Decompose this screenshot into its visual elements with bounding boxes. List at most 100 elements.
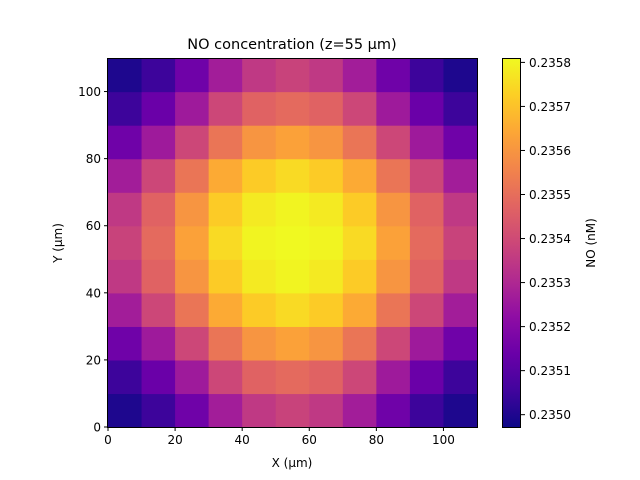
- heatmap-cell: [242, 326, 277, 361]
- heatmap-cell: [141, 58, 176, 93]
- heatmap-cell: [342, 192, 377, 227]
- heatmap-cell: [108, 326, 143, 361]
- heatmap-cell: [309, 125, 344, 160]
- heatmap-cell: [342, 158, 377, 193]
- colorbar-tick-label: 0.2354: [529, 232, 571, 246]
- heatmap-cell: [141, 225, 176, 260]
- heatmap-cell: [443, 292, 478, 327]
- heatmap-cell: [175, 192, 210, 227]
- heatmap-cell: [409, 91, 445, 126]
- y-axis-ticks: 0 20 40 60 80 100: [78, 85, 108, 435]
- y-axis-label: Y (µm): [51, 223, 65, 264]
- x-tick-label: 20: [167, 433, 182, 447]
- y-tick-label: 100: [78, 85, 101, 99]
- heatmap-cell: [309, 225, 344, 260]
- heatmap-cell: [175, 225, 210, 260]
- heatmap-cell: [376, 225, 411, 260]
- heatmap-cell: [175, 393, 210, 428]
- heatmap-cell: [309, 158, 344, 193]
- heatmap-cell: [443, 158, 478, 193]
- heatmap-cell: [141, 393, 176, 428]
- heatmap-cell: [208, 393, 243, 428]
- heatmap-cell: [108, 192, 143, 227]
- heatmap-cell: [141, 259, 176, 294]
- heatmap-cell: [242, 292, 277, 327]
- heatmap-cell: [443, 259, 478, 294]
- colorbar-tick-label: 0.2355: [529, 188, 571, 202]
- heatmap-cell: [443, 225, 478, 260]
- heatmap-cell: [409, 359, 445, 395]
- colorbar-label: NO (nM): [584, 218, 598, 268]
- heatmap-cell: [108, 259, 143, 294]
- colorbar-tick-label: 0.2352: [529, 320, 571, 334]
- heatmap-cell: [275, 225, 310, 260]
- y-tick-label: 40: [86, 286, 101, 300]
- heatmap-cell: [275, 326, 310, 361]
- heatmap-cell: [242, 359, 277, 395]
- heatmap-cell: [409, 158, 445, 193]
- colorbar-tick-label: 0.2353: [529, 276, 571, 290]
- heatmap-cell: [443, 359, 478, 395]
- heatmap-cell: [242, 192, 277, 227]
- heatmap-cell: [175, 125, 210, 160]
- heatmap-cell: [141, 292, 176, 327]
- heatmap-cell: [443, 393, 478, 428]
- heatmap-cell: [208, 58, 243, 93]
- heatmap-cell: [409, 58, 445, 93]
- heatmap-cell: [275, 158, 310, 193]
- heatmap-cell: [409, 125, 445, 160]
- heatmap-cell: [175, 158, 210, 193]
- heatmap-cell: [409, 259, 445, 294]
- heatmap-cell: [208, 158, 243, 193]
- heatmap-cell: [242, 158, 277, 193]
- heatmap-cell: [342, 91, 377, 126]
- colorbar-tick-label: 0.2358: [529, 56, 571, 70]
- heatmap-cell: [409, 192, 445, 227]
- heatmap-cell: [242, 91, 277, 126]
- heatmap-cell: [275, 259, 310, 294]
- heatmap-cell: [309, 393, 344, 428]
- heatmap-cell: [443, 125, 478, 160]
- heatmap-cell: [242, 393, 277, 428]
- heatmap-cell: [242, 58, 277, 93]
- colorbar-tick-label: 0.2357: [529, 100, 571, 114]
- heatmap-cell: [141, 125, 176, 160]
- y-tick-label: 20: [86, 353, 101, 367]
- heatmap-cell: [342, 292, 377, 327]
- heatmap-cell: [342, 326, 377, 361]
- heatmap-cell: [443, 58, 478, 93]
- y-tick-label: 60: [86, 219, 101, 233]
- heatmap-cell: [342, 359, 377, 395]
- heatmap-cell: [275, 359, 310, 395]
- heatmap-cell: [342, 393, 377, 428]
- heatmap-cell: [141, 192, 176, 227]
- heatmap-cell: [275, 58, 310, 93]
- heatmap-cell: [342, 58, 377, 93]
- heatmap-cell: [275, 393, 310, 428]
- heatmap-cell: [242, 125, 277, 160]
- heatmap-cell: [309, 91, 344, 126]
- heatmap-cell: [141, 359, 176, 395]
- plot-frame: [107, 58, 478, 428]
- colorbar-tick-label: 0.2356: [529, 144, 571, 158]
- heatmap-cell: [409, 393, 445, 428]
- heatmap-cell: [275, 292, 310, 327]
- x-tick-label: 40: [235, 433, 250, 447]
- heatmap-cell: [108, 225, 143, 260]
- heatmap-cell: [376, 393, 411, 428]
- heatmap-cell: [342, 125, 377, 160]
- heatmap-cell: [376, 326, 411, 361]
- heatmap-cell: [208, 192, 243, 227]
- heatmap-cell: [376, 259, 411, 294]
- heatmap-cell: [208, 91, 243, 126]
- heatmap-cell: [175, 292, 210, 327]
- heatmap-cell: [409, 292, 445, 327]
- heatmap-cell: [309, 359, 344, 395]
- heatmap-cell: [108, 292, 143, 327]
- heatmap-cell: [175, 359, 210, 395]
- heatmap-cell: [443, 192, 478, 227]
- y-tick-label: 0: [93, 421, 101, 435]
- x-tick-label: 80: [369, 433, 384, 447]
- heatmap-cell: [309, 58, 344, 93]
- heatmap-cell: [208, 359, 243, 395]
